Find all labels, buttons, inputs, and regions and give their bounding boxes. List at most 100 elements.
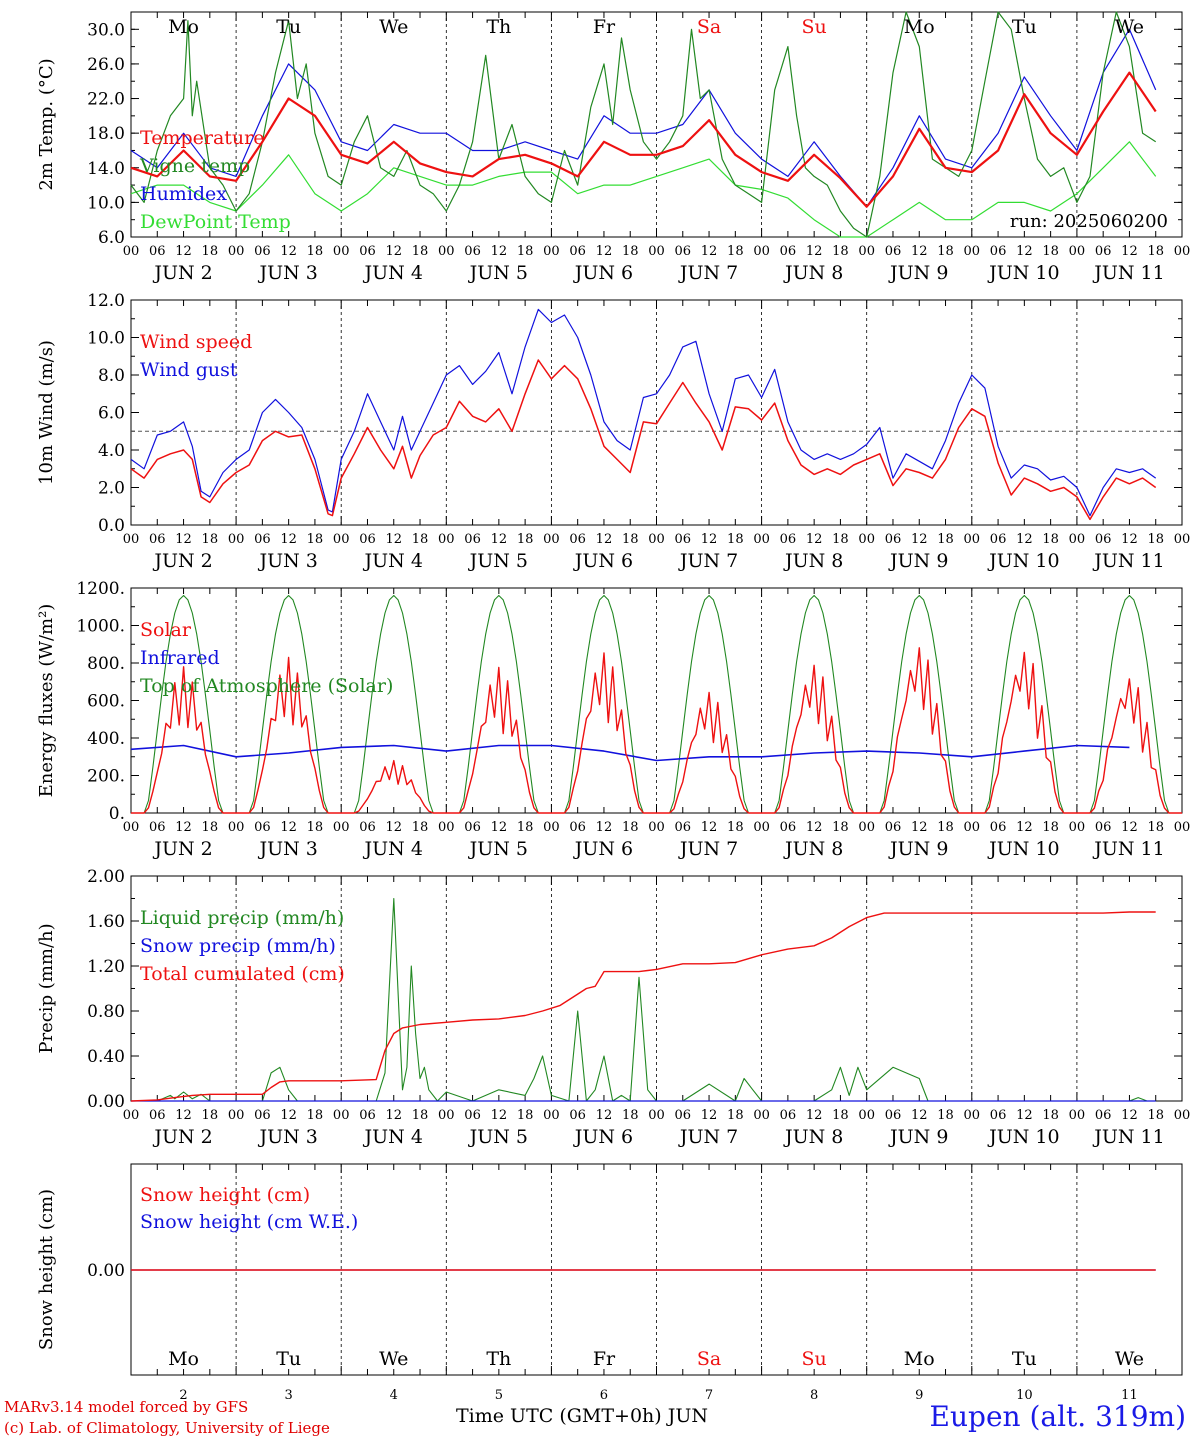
y-tick-label: 0.00: [87, 1092, 125, 1112]
day-label: JUN 8: [783, 262, 843, 284]
series-wind-gust: [130, 308, 1157, 517]
hour-tick-label: 12: [1121, 820, 1138, 835]
hour-tick-label: 06: [149, 532, 166, 547]
weekday-label: Tu: [276, 1348, 301, 1370]
hour-tick-label: 12: [911, 1108, 928, 1123]
hour-tick-label: 18: [202, 532, 219, 547]
y-tick-label: 0.00: [87, 1261, 125, 1281]
hour-tick-label: 12: [385, 244, 402, 259]
hour-tick-label: 06: [149, 1108, 166, 1123]
legend-entry: Wind gust: [140, 359, 238, 381]
hour-tick-label: 18: [937, 1108, 954, 1123]
panel-snow: 0.00 Snow height (cm) Snow height (cm) Snow…: [36, 1163, 1183, 1403]
hour-tick-label: 06: [885, 244, 902, 259]
day-label: JUN 8: [783, 838, 843, 860]
hour-tick-label: 12: [1016, 244, 1033, 259]
hour-tick-label: 18: [832, 532, 849, 547]
hour-tick-label: 12: [491, 244, 508, 259]
hour-tick-label: 12: [596, 820, 613, 835]
day-label: JUN 5: [468, 262, 528, 284]
hour-tick-label: 06: [1095, 820, 1112, 835]
day-number: 7: [705, 1388, 713, 1403]
hour-tick-label: 06: [569, 820, 586, 835]
hour-tick-label: 12: [385, 532, 402, 547]
y-tick-label: 200.: [87, 767, 125, 787]
hour-tick-label: 12: [806, 244, 823, 259]
hour-tick-label: 06: [990, 244, 1007, 259]
day-label: JUN 11: [1092, 550, 1164, 572]
legend-entry: Top of Atmosphere (Solar): [140, 675, 393, 697]
hour-tick-label: 12: [385, 1108, 402, 1123]
y-tick-label: 0.0: [98, 516, 125, 536]
day-number: 2: [179, 1388, 187, 1403]
panel-energy: 0. 200. 400. 600. 800. 1000. 1200. Energy fluxe…: [36, 579, 1183, 824]
legend-entry: Liquid precip (mm/h): [140, 907, 344, 929]
hour-tick-label: 12: [911, 532, 928, 547]
day-label: JUN 6: [573, 550, 633, 572]
day-label: JUN 4: [363, 1126, 423, 1148]
time-axis-label: Time UTC (GMT+0h) JUN: [456, 1405, 708, 1427]
hour-tick-label: 00: [228, 244, 245, 259]
hour-tick-label: 06: [675, 820, 692, 835]
y-tick-label: 800.: [87, 654, 125, 674]
hour-tick-label: 12: [280, 1108, 297, 1123]
hour-tick-label: 12: [491, 820, 508, 835]
hour-tick-label: 00: [1174, 1108, 1191, 1123]
hour-tick-label: 18: [412, 532, 429, 547]
hour-tick-label: 00: [543, 532, 560, 547]
hour-tick-label: 12: [1121, 244, 1138, 259]
hour-tick-label: 18: [517, 820, 534, 835]
hour-tick-label: 18: [1147, 820, 1164, 835]
y-tick-label: 18.0: [87, 124, 125, 144]
day-number: 11: [1121, 1388, 1138, 1403]
hour-tick-label: 12: [806, 532, 823, 547]
series-vigne-temp: [130, 11, 1157, 238]
hour-tick-label: 12: [280, 244, 297, 259]
hour-tick-label: 18: [307, 1108, 324, 1123]
day-label: JUN 4: [363, 262, 423, 284]
hour-tick-label: 12: [175, 532, 192, 547]
hour-tick-label: 00: [123, 532, 140, 547]
y-tick-label: 6.0: [98, 404, 125, 424]
hour-tick-label: 00: [438, 820, 455, 835]
weekday-label: Th: [486, 1348, 511, 1370]
hour-tick-label: 18: [517, 532, 534, 547]
day-label: JUN 7: [678, 550, 738, 572]
hour-tick-label: 06: [464, 1108, 481, 1123]
y-tick-label: 0.: [109, 804, 125, 824]
y-axis-label: 10m Wind (m/s): [36, 340, 57, 485]
day-label: JUN 4: [363, 550, 423, 572]
hour-tick-label: 18: [307, 820, 324, 835]
hour-tick-label: 00: [753, 532, 770, 547]
day-label: JUN 10: [987, 550, 1059, 572]
hour-tick-label: 06: [885, 532, 902, 547]
hour-tick-label: 12: [175, 1108, 192, 1123]
hour-tick-label: 18: [832, 244, 849, 259]
y-tick-label: 0.80: [87, 1002, 125, 1022]
day-label: JUN 11: [1092, 262, 1164, 284]
hour-tick-label: 06: [149, 820, 166, 835]
legend-entry: Snow precip (mm/h): [140, 935, 336, 957]
day-number: 9: [915, 1388, 923, 1403]
series-solar: [131, 647, 1182, 814]
hour-tick-label: 00: [228, 532, 245, 547]
y-tick-label: 22.0: [87, 90, 125, 110]
weekday-label: Tu: [1012, 16, 1037, 38]
hour-tick-label: 06: [675, 532, 692, 547]
y-axis-label: 2m Temp. (°C): [36, 58, 57, 190]
day-label: JUN 6: [573, 262, 633, 284]
hour-tick-label: 06: [675, 244, 692, 259]
hour-tick-label: 12: [280, 532, 297, 547]
panel-wind: 0.0 2.0 4.0 6.0 8.0 10.0 12.0 10m Wind (m/s) Win…: [36, 291, 1183, 536]
y-tick-label: 10.0: [87, 329, 125, 349]
hour-tick-label: 18: [1147, 244, 1164, 259]
weekday-label: We: [1115, 16, 1144, 38]
x-axis-labels: 00 06 12 18 00 06 12 18 00 06 12 18 00 06 12 18 00 06 12 18…: [123, 532, 1191, 572]
hour-tick-label: 12: [1016, 532, 1033, 547]
hour-tick-label: 12: [701, 532, 718, 547]
hour-tick-label: 06: [254, 244, 271, 259]
x-axis-labels: 00 06 12 18 00 06 12 18 00 06 12 18 00 06 12 18 00 06 12 18…: [123, 244, 1191, 284]
hour-tick-label: 12: [1121, 532, 1138, 547]
hour-tick-label: 18: [622, 820, 639, 835]
day-number: 8: [810, 1388, 818, 1403]
